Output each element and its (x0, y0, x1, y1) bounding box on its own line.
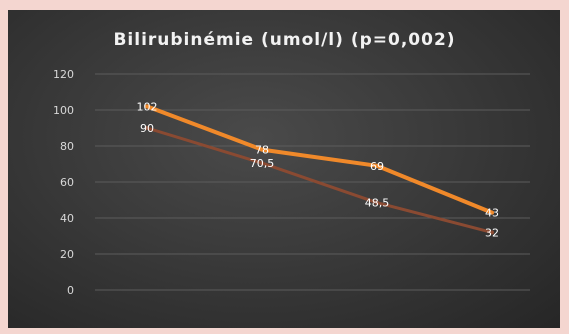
data-point (490, 210, 494, 215)
data-label: 90 (140, 122, 154, 135)
data-label: 78 (255, 144, 269, 157)
y-tick-label: 40 (60, 212, 74, 225)
chart-title: Bilirubinémie (umol/l) (p=0,002) (113, 30, 456, 50)
series-line (145, 104, 494, 215)
data-label: 102 (137, 100, 158, 113)
y-tick-label: 80 (60, 140, 74, 153)
data-label: 43 (485, 207, 499, 220)
data-point (490, 230, 494, 235)
y-tick-label: 60 (60, 176, 74, 189)
data-label: 69 (370, 160, 384, 173)
y-tick-label: 100 (53, 104, 74, 117)
chart-frame (8, 10, 560, 328)
data-point (375, 200, 379, 205)
data-point (260, 161, 264, 166)
data-label: 32 (485, 226, 499, 239)
data-point (145, 126, 149, 130)
data-label: 70,5 (250, 157, 275, 170)
data-label: 48,5 (365, 197, 390, 210)
data-point (375, 163, 379, 168)
y-tick-label: 120 (53, 68, 74, 81)
series-line (145, 126, 494, 234)
y-tick-label: 20 (60, 248, 74, 261)
data-point (145, 104, 149, 109)
data-point (260, 147, 264, 152)
y-tick-label: 0 (67, 284, 74, 297)
